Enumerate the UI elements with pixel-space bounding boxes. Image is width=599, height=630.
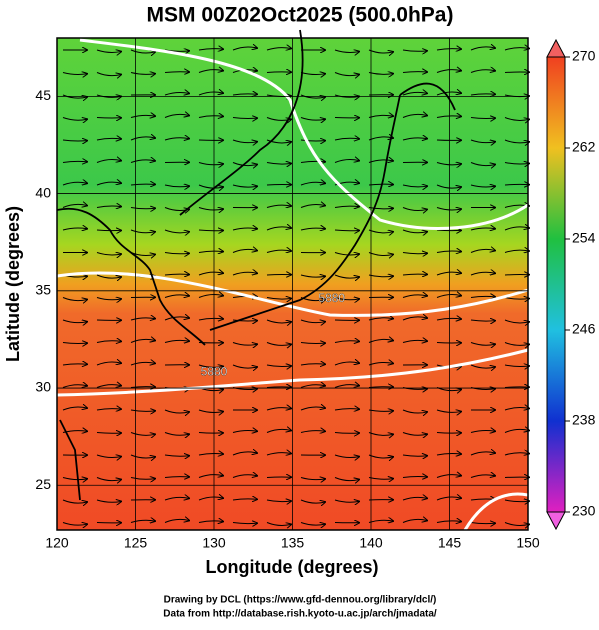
colorbar-tick-label: 230 [572,503,596,519]
y-tick-label: 30 [35,379,51,395]
contour-label: 5880 [318,291,345,305]
footer: Data from http://database.rish.kyoto-u.a… [163,609,437,620]
y-tick-label: 45 [35,87,51,103]
x-tick-label: 140 [359,535,383,551]
colorbar-under [546,511,566,531]
x-tick-label: 130 [202,535,226,551]
x-tick-label: 145 [438,535,462,551]
colorbar-over [546,38,566,58]
y-tick-label: 25 [35,476,51,492]
x-tick-label: 125 [124,535,148,551]
y-tick-label: 35 [35,282,51,298]
x-tick-label: 120 [45,535,69,551]
frame [56,37,529,531]
streamlines [62,47,529,526]
title: MSM 00Z02Oct2025 (500.0hPa) [147,4,454,27]
colorbar-tick-label: 270 [572,48,596,64]
colorbar-tick-label: 238 [572,412,596,428]
colorbar [546,56,566,513]
y-tick-label: 40 [35,184,51,200]
x-tick-label: 135 [281,535,305,551]
footer: Drawing by DCL (https://www.gfd-dennou.o… [164,595,437,606]
grid [56,38,529,530]
x-tick-label: 150 [516,535,540,551]
colorbar-tick-label: 262 [572,139,596,155]
contour-label: 5880 [201,365,228,379]
contours [56,38,529,531]
y-label: Latitude (degrees) [3,206,23,362]
x-label: Longitude (degrees) [205,557,378,577]
colorbar-tick-label: 246 [572,321,596,337]
colorbar-tick-label: 254 [572,230,596,246]
